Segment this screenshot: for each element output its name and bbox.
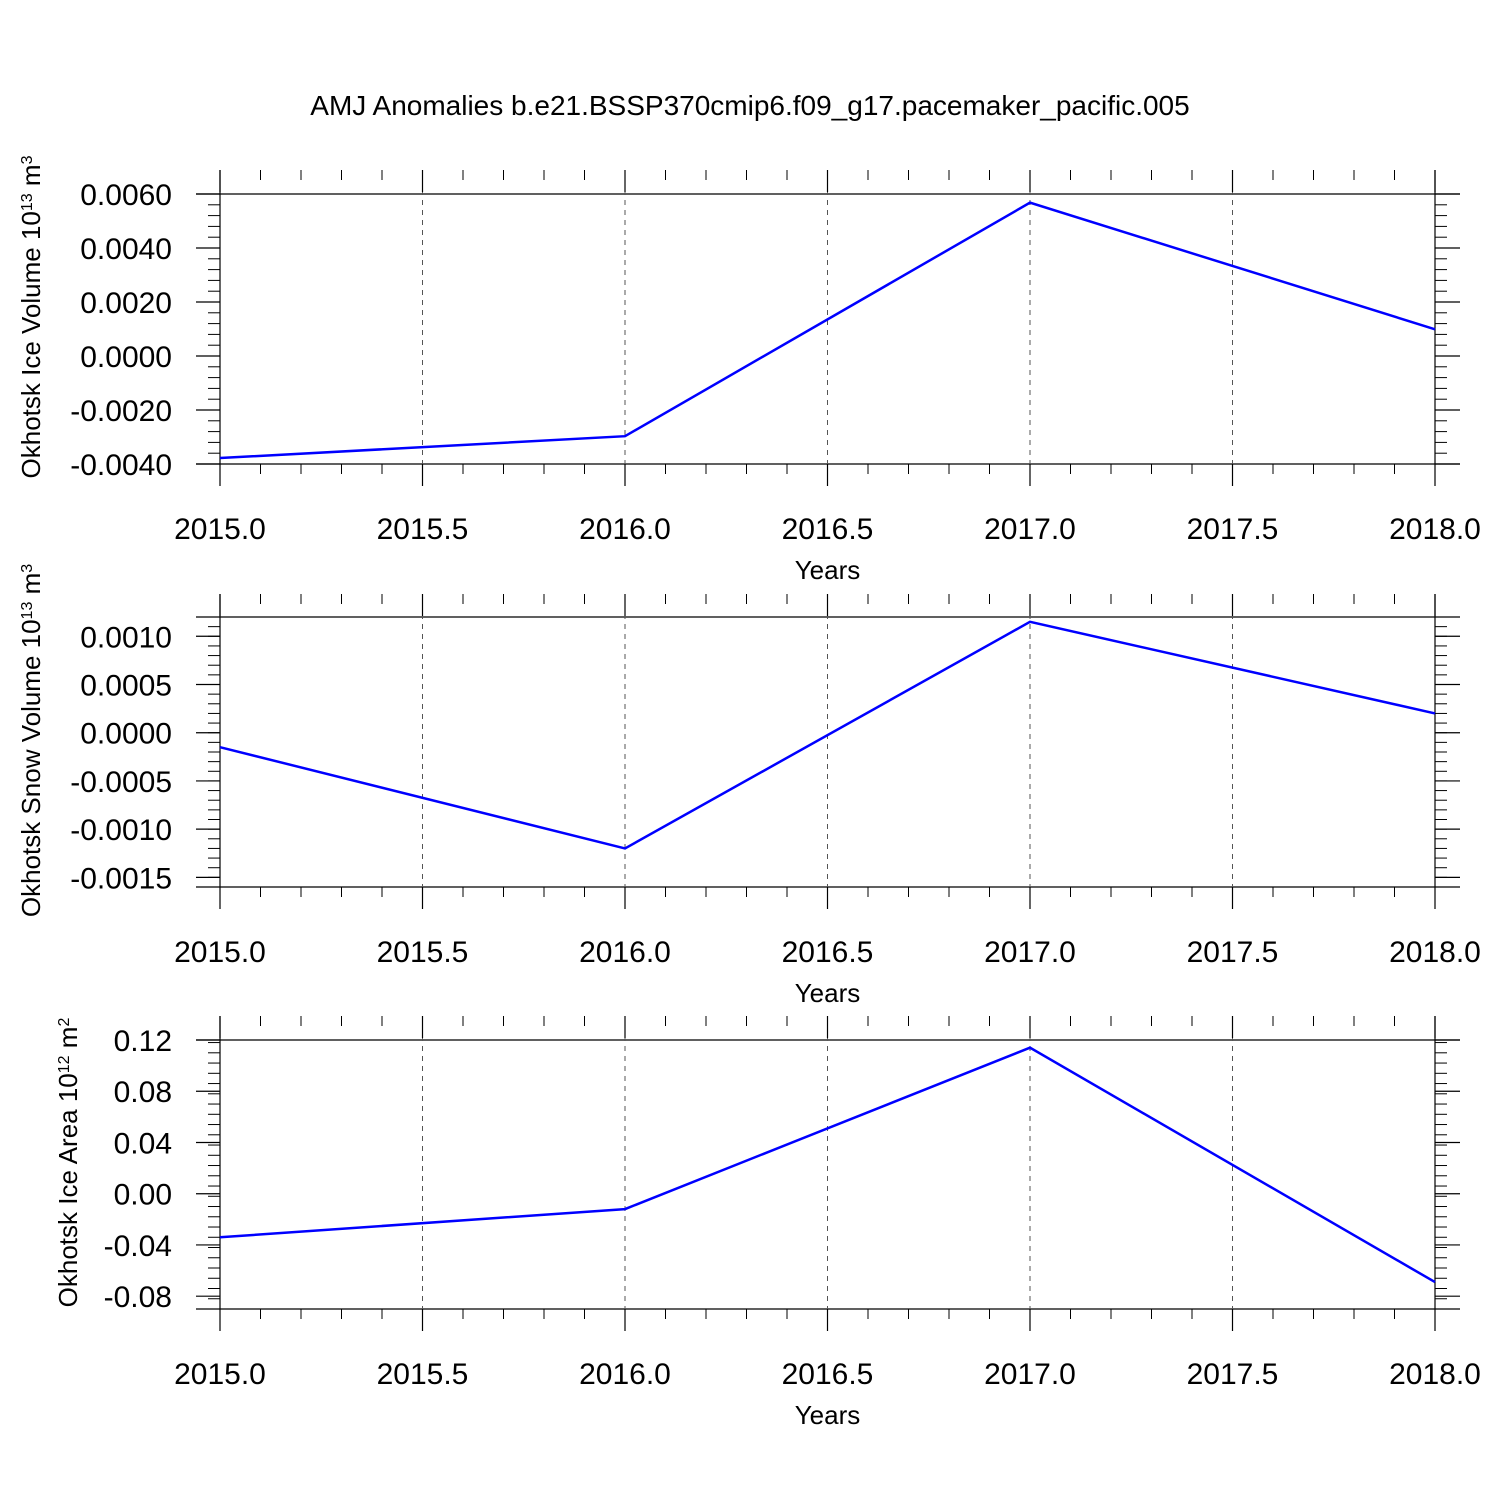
x-tick-label: 2017.5 — [1187, 513, 1279, 546]
x-tick-label: 2015.5 — [377, 513, 469, 546]
x-tick-label: 2016.0 — [579, 513, 671, 546]
y-tick-label: 0.12 — [114, 1025, 172, 1058]
y-axis-label-superscript: 12 — [56, 1055, 73, 1073]
x-tick-label: 2016.5 — [782, 936, 874, 969]
y-tick-label: 0.0020 — [80, 287, 172, 320]
y-axis-label-superscript: 13 — [19, 602, 36, 620]
x-axis-label: Years — [795, 978, 861, 1008]
x-tick-label: 2016.5 — [782, 1358, 874, 1391]
y-axis-label-part: Okhotsk Snow Volume 10 — [16, 619, 46, 917]
y-axis-label-superscript: 2 — [56, 1018, 73, 1027]
y-tick-label: 0.0000 — [80, 341, 172, 374]
y-tick-label: -0.0015 — [70, 862, 172, 895]
x-tick-label: 2015.0 — [174, 936, 266, 969]
figure-title: AMJ Anomalies b.e21.BSSP370cmip6.f09_g17… — [310, 90, 1190, 121]
y-axis-label-superscript: 13 — [19, 193, 36, 211]
x-tick-label: 2017.5 — [1187, 1358, 1279, 1391]
series-line — [219, 201, 1436, 460]
y-tick-label: 0.0060 — [80, 179, 172, 212]
x-tick-label: 2015.5 — [377, 936, 469, 969]
y-axis-label-part: m — [53, 1027, 83, 1056]
y-tick-label: 0.00 — [114, 1179, 172, 1212]
x-tick-label: 2015.5 — [377, 1358, 469, 1391]
y-tick-label: -0.0020 — [70, 395, 172, 428]
y-tick-label: -0.04 — [104, 1230, 172, 1263]
y-tick-label: 0.0005 — [80, 670, 172, 703]
x-tick-label: 2018.0 — [1389, 936, 1481, 969]
series-line — [219, 620, 1436, 850]
y-axis-label-part: m — [16, 573, 46, 602]
y-tick-label: 0.0000 — [80, 718, 172, 751]
y-tick-label: 0.04 — [114, 1127, 172, 1160]
x-axis-label: Years — [795, 555, 861, 585]
x-tick-label: 2016.0 — [579, 936, 671, 969]
y-axis-label: Okhotsk Ice Area 1012 m2 — [53, 1018, 83, 1308]
y-tick-label: -0.0010 — [70, 814, 172, 847]
y-tick-label: -0.0005 — [70, 766, 172, 799]
chart-panel-2: 2015.0 2015.5 2016.0 2016.5 2017.0 2017.5 2018… — [16, 564, 1481, 1008]
y-axis-label-part: Okhotsk Ice Area 10 — [53, 1073, 83, 1307]
y-axis-label: Okhotsk Snow Volume 1013 m3 — [16, 564, 46, 917]
x-axis-label: Years — [795, 1400, 861, 1430]
x-tick-label: 2018.0 — [1389, 1358, 1481, 1391]
y-tick-label: 0.08 — [114, 1076, 172, 1109]
y-axis-label-superscript: 3 — [19, 564, 36, 573]
chart-panel-1: 2015.0 2015.5 2016.0 2016.5 2017.0 2017.5 2018… — [16, 155, 1481, 585]
x-tick-label: 2017.0 — [984, 513, 1076, 546]
y-tick-label: -0.0040 — [70, 449, 172, 482]
x-tick-label: 2016.5 — [782, 513, 874, 546]
y-tick-label: -0.08 — [104, 1281, 172, 1314]
x-tick-label: 2015.0 — [174, 1358, 266, 1391]
y-axis-label-superscript: 3 — [19, 155, 36, 164]
y-axis-label-part: m — [16, 164, 46, 193]
chart-panel-3: 2015.0 2015.5 2016.0 2016.5 2017.0 2017.5 2018… — [53, 1016, 1481, 1430]
series-line — [219, 1046, 1436, 1284]
y-axis-label-part: Okhotsk Ice Volume 10 — [16, 211, 46, 478]
x-tick-label: 2016.0 — [579, 1358, 671, 1391]
x-tick-label: 2017.0 — [984, 1358, 1076, 1391]
x-tick-label: 2017.5 — [1187, 936, 1279, 969]
x-tick-label: 2018.0 — [1389, 513, 1481, 546]
x-tick-label: 2015.0 — [174, 513, 266, 546]
y-axis-label: Okhotsk Ice Volume 1013 m3 — [16, 155, 46, 478]
y-tick-label: 0.0040 — [80, 233, 172, 266]
x-tick-label: 2017.0 — [984, 936, 1076, 969]
y-tick-label: 0.0010 — [80, 621, 172, 654]
